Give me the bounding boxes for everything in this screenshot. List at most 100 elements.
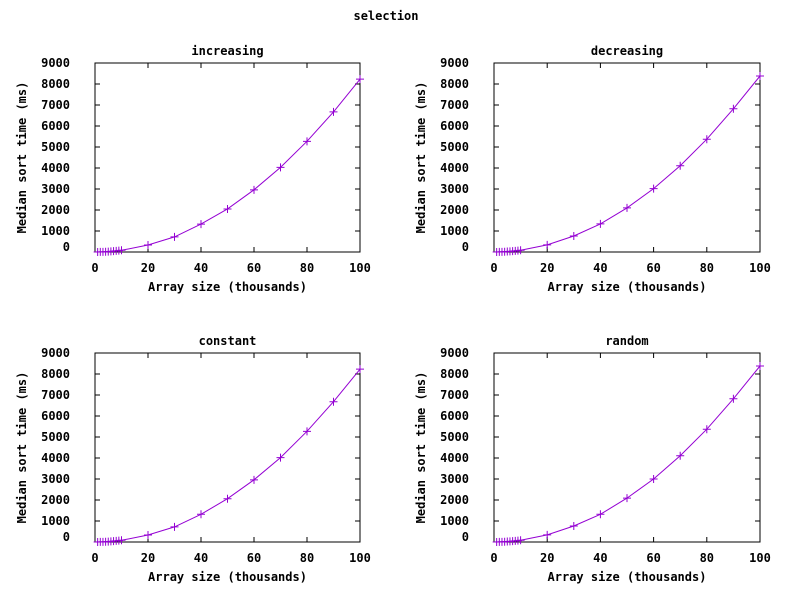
y-tick-label: 0 [462, 530, 469, 544]
x-tick-label: 20 [141, 551, 155, 565]
y-tick-label: 4000 [41, 161, 70, 175]
data-point [649, 475, 658, 483]
y-tick-label: 9000 [440, 346, 469, 360]
y-tick-label: 3000 [440, 182, 469, 196]
data-point [596, 219, 605, 228]
y-axis-label: Median sort time (ms) [15, 372, 29, 524]
x-axis-label: Array size (thousands) [148, 570, 307, 584]
plot-frame [493, 62, 761, 253]
data-point [729, 104, 738, 113]
y-tick-label: 7000 [41, 98, 70, 112]
data-point [303, 137, 311, 146]
y-tick-label: 2000 [440, 203, 469, 217]
y-tick-label: 5000 [440, 140, 469, 154]
y-axis-label: Median sort time (ms) [15, 82, 29, 234]
data-point [197, 510, 205, 519]
data-point [303, 427, 311, 436]
series-line [496, 75, 761, 253]
x-tick-label: 100 [349, 551, 371, 565]
data-point [702, 425, 711, 434]
y-tick-label: 7000 [41, 388, 70, 402]
data-point [170, 232, 179, 241]
data-point [170, 522, 179, 531]
y-tick-label: 3000 [41, 182, 70, 196]
data-point [144, 531, 152, 540]
y-tick-label: 8000 [440, 77, 469, 91]
x-axis-label: Array size (thousands) [548, 280, 707, 294]
data-point [569, 522, 578, 531]
data-point [756, 362, 764, 371]
y-axis-label: Median sort time (ms) [414, 82, 428, 234]
y-tick-label: 9000 [440, 56, 469, 70]
x-tick-label: 40 [593, 261, 607, 275]
y-tick-label: 4000 [440, 451, 469, 465]
x-tick-label: 80 [700, 551, 714, 565]
y-tick-label: 6000 [440, 119, 469, 133]
x-tick-label: 100 [749, 261, 771, 275]
y-tick-label: 6000 [41, 119, 70, 133]
y-tick-label: 5000 [41, 140, 70, 154]
data-point [276, 163, 285, 172]
y-tick-label: 6000 [41, 409, 70, 423]
y-tick-label: 0 [63, 240, 70, 254]
series-line [97, 368, 361, 543]
x-tick-label: 0 [91, 551, 98, 565]
x-tick-label: 80 [300, 551, 314, 565]
x-tick-label: 0 [490, 551, 497, 565]
x-tick-label: 100 [749, 551, 771, 565]
y-tick-label: 2000 [41, 493, 70, 507]
x-tick-label: 60 [247, 261, 261, 275]
data-point [623, 203, 631, 212]
y-tick-label: 4000 [41, 451, 70, 465]
data-point [649, 184, 658, 193]
data-point [356, 75, 364, 84]
x-axis-label: Array size (thousands) [548, 570, 707, 584]
chart-title: decreasing [591, 44, 663, 58]
data-point [596, 510, 605, 519]
y-tick-label: 3000 [440, 472, 469, 486]
data-point [356, 365, 364, 374]
y-tick-label: 8000 [41, 77, 70, 91]
data-point [702, 135, 711, 144]
x-axis-label: Array size (thousands) [148, 280, 307, 294]
y-tick-label: 1000 [41, 224, 70, 238]
y-tick-label: 4000 [440, 161, 469, 175]
data-point [223, 204, 232, 213]
chart-title: increasing [191, 44, 263, 58]
y-tick-label: 7000 [440, 388, 469, 402]
data-point [117, 246, 126, 255]
y-tick-label: 6000 [440, 409, 469, 423]
y-tick-label: 2000 [41, 203, 70, 217]
data-point [623, 494, 631, 503]
data-point [276, 453, 285, 462]
y-tick-label: 3000 [41, 472, 70, 486]
x-tick-label: 20 [141, 261, 155, 275]
x-tick-label: 0 [91, 261, 98, 275]
data-point [756, 72, 764, 81]
series-line [496, 365, 761, 543]
y-tick-label: 1000 [440, 514, 469, 528]
data-point [676, 451, 685, 460]
data-point [250, 475, 258, 484]
data-point [223, 494, 232, 503]
y-tick-label: 9000 [41, 346, 70, 360]
x-tick-label: 0 [490, 261, 497, 275]
x-tick-label: 80 [700, 261, 714, 275]
data-point [543, 530, 552, 539]
x-tick-label: 40 [194, 261, 208, 275]
data-point [569, 232, 578, 241]
y-tick-label: 1000 [440, 224, 469, 238]
y-tick-label: 5000 [41, 430, 70, 444]
data-point [729, 394, 738, 403]
chart-title: random [605, 334, 648, 348]
chart-title: constant [199, 334, 257, 348]
data-point [117, 536, 126, 545]
y-tick-label: 0 [63, 530, 70, 544]
y-axis-label: Median sort time (ms) [414, 372, 428, 524]
